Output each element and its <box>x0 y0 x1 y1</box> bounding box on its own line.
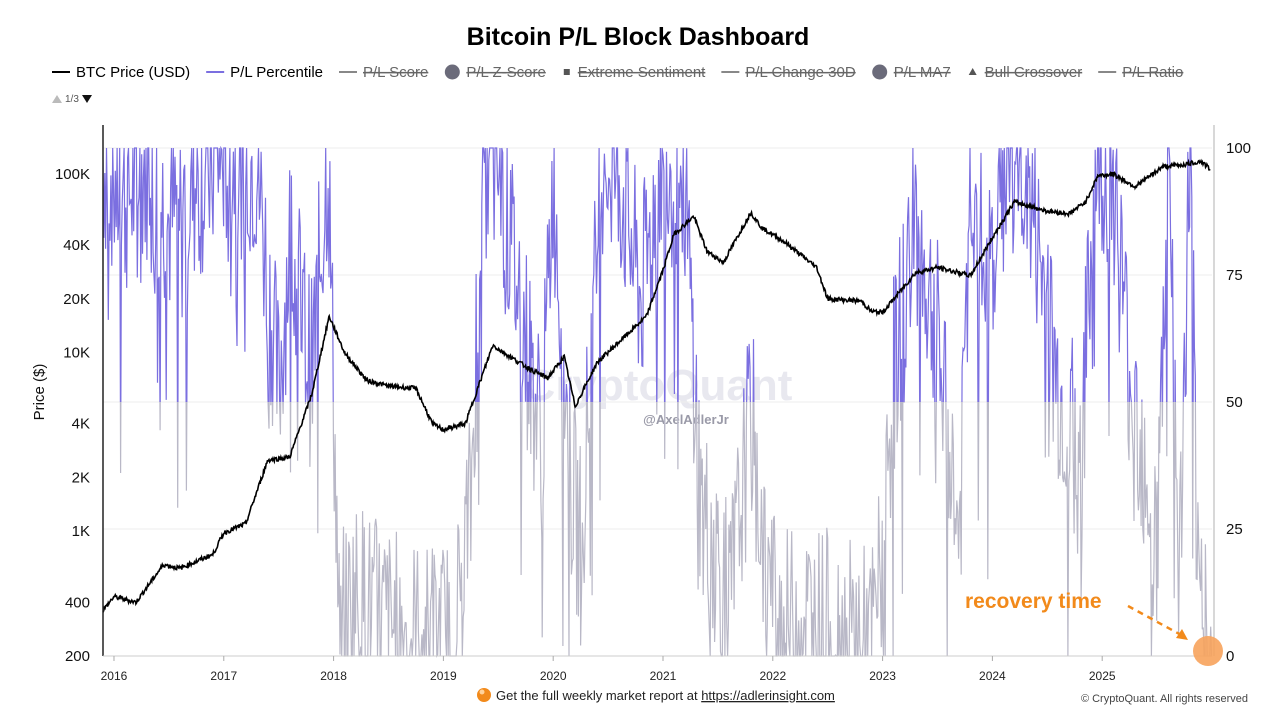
legend-circle-icon <box>872 64 888 80</box>
legend-item-btc-price-usd-[interactable]: BTC Price (USD) <box>52 64 190 81</box>
legend-label: P/L Percentile <box>230 64 323 81</box>
legend-label: P/L Z-Score <box>466 64 545 81</box>
x-tick-label: 2022 <box>759 669 786 683</box>
pager-down-icon[interactable] <box>82 95 92 103</box>
x-tick-label: 2016 <box>101 669 128 683</box>
chart-title: Bitcoin P/L Block Dashboard <box>467 23 810 51</box>
btc-price-line <box>102 158 1211 613</box>
legend-item-p-l-z-score[interactable]: P/L Z-Score <box>444 64 546 81</box>
copyright: © CryptoQuant. All rights reserved <box>1081 693 1248 705</box>
x-tick-label: 2018 <box>320 669 347 683</box>
legend-label: BTC Price (USD) <box>76 64 190 81</box>
legend-label: Extreme Sentiment <box>578 64 706 81</box>
footer-link[interactable]: https://adlerinsight.com <box>701 688 835 703</box>
pl-percentile-line <box>103 146 1197 402</box>
footer-text: Get the full weekly market report at htt… <box>496 688 835 703</box>
legend-item-p-l-ratio[interactable]: P/L Ratio <box>1098 64 1183 81</box>
x-tick-label: 2021 <box>650 669 677 683</box>
pager-label: 1/3 <box>65 94 79 105</box>
annotation-text: recovery time <box>965 590 1102 613</box>
y-right-tick-label: 50 <box>1226 394 1243 411</box>
legend-label: Bull Crossover <box>985 64 1083 81</box>
y-left-tick-label: 400 <box>65 594 90 611</box>
annotation: recovery time <box>965 590 1223 666</box>
y-left-tick-label: 200 <box>65 648 90 665</box>
legend-label: P/L Score <box>363 64 428 81</box>
legend-circle-icon <box>444 64 460 80</box>
legend-label: P/L MA7 <box>894 64 951 81</box>
y-right-tick-label: 25 <box>1226 521 1243 538</box>
y-left-tick-label: 40K <box>63 237 90 254</box>
legend-item-p-l-change-30d[interactable]: P/L Change 30D <box>721 64 856 81</box>
y-right-tick-label: 0 <box>1226 648 1234 665</box>
y-right-tick-label: 75 <box>1226 267 1243 284</box>
legend-item-extreme-sentiment[interactable]: Extreme Sentiment <box>563 64 706 81</box>
y-left-tick-label: 2K <box>72 469 90 486</box>
annotation-arrow <box>1127 604 1184 638</box>
x-tick-label: 2023 <box>869 669 896 683</box>
annotation-marker <box>1193 636 1223 666</box>
footer-orb-icon <box>477 688 491 702</box>
axes: 200 400 1K 2K 4K 10K 20K 40K 100K 0 25 50 75 100 2016 2… <box>55 125 1251 683</box>
x-tick-label: 2025 <box>1089 669 1116 683</box>
legend-pager: 1/3 <box>52 94 92 105</box>
y-right-tick-label: 100 <box>1226 140 1251 157</box>
legend-item-p-l-score[interactable]: P/L Score <box>339 64 428 81</box>
x-tick-label: 2017 <box>210 669 237 683</box>
legend-square-icon <box>563 69 570 75</box>
y-left-tick-label: 10K <box>63 345 90 362</box>
plot-area <box>102 146 1212 658</box>
legend-label: P/L Change 30D <box>745 64 856 81</box>
footer: Get the full weekly market report at htt… <box>477 688 1248 705</box>
legend-triangle-icon <box>968 68 977 75</box>
y-left-tick-label: 20K <box>63 291 90 308</box>
y-left-tick-label: 1K <box>72 523 90 540</box>
x-tick-label: 2020 <box>540 669 567 683</box>
y-left-tick-label: 100K <box>55 166 90 183</box>
annotation-arrowhead <box>1176 629 1188 640</box>
legend-label: P/L Ratio <box>1122 64 1183 81</box>
legend-item-p-l-ma7[interactable]: P/L MA7 <box>872 64 951 81</box>
pager-up-icon[interactable] <box>52 95 62 103</box>
x-tick-label: 2019 <box>430 669 457 683</box>
watermark-handle: @AxelAdlerJr <box>643 412 729 427</box>
footer-orb-highlight <box>479 689 485 695</box>
legend-item-p-l-percentile[interactable]: P/L Percentile <box>206 64 323 81</box>
footer-text-label: Get the full weekly market report at <box>496 688 701 703</box>
legend-item-bull-crossover[interactable]: Bull Crossover <box>968 64 1083 81</box>
y-left-tick-label: 4K <box>72 416 90 433</box>
legend: BTC Price (USD) P/L Percentile P/L Score P/… <box>52 64 1183 81</box>
y-axis-label: Price ($) <box>31 364 48 421</box>
x-tick-label: 2024 <box>979 669 1006 683</box>
